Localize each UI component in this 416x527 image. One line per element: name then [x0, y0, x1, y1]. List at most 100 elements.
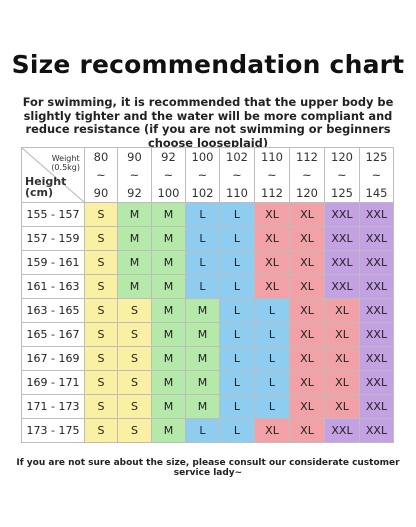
size-cell: XXL: [359, 418, 394, 443]
weight-range-header: 102 ~110: [219, 147, 255, 203]
size-cell: M: [117, 274, 152, 299]
weight-range-dash: ~: [232, 168, 242, 182]
weight-range-end: 112: [261, 186, 283, 200]
size-cell: XL: [289, 226, 325, 251]
weight-range-start: 102: [226, 150, 248, 164]
weight-range-end: 90: [93, 186, 109, 200]
size-cell: XL: [289, 298, 325, 323]
weight-range-end: 110: [226, 186, 248, 200]
size-cell: XXL: [324, 202, 360, 227]
page-title: Size recommendation chart: [11, 50, 405, 79]
size-cell: M: [151, 322, 186, 347]
size-cell: XL: [324, 346, 360, 371]
size-cell: L: [185, 226, 220, 251]
size-cell: M: [151, 274, 186, 299]
size-cell: XL: [254, 418, 290, 443]
size-cell: M: [185, 346, 220, 371]
height-range-cell: 167 - 169: [21, 346, 85, 371]
height-range-cell: 163 - 165: [21, 298, 85, 323]
size-cell: S: [84, 370, 118, 395]
weight-range-end: 92: [127, 186, 142, 200]
height-range-cell: 161 - 163: [21, 274, 85, 299]
size-cell: M: [185, 394, 220, 419]
size-cell: S: [84, 202, 118, 227]
table-row: 165 - 167 S S M M L L XL XL XXL: [21, 322, 394, 347]
size-cell: XL: [289, 202, 325, 227]
size-cell: S: [117, 370, 152, 395]
size-cell: M: [151, 226, 186, 251]
weight-range-header: 100 ~102: [185, 147, 220, 203]
size-cell: XXL: [324, 226, 360, 251]
size-cell: S: [84, 250, 118, 275]
size-cell: XL: [289, 274, 325, 299]
size-cell: S: [84, 298, 118, 323]
size-cell: S: [117, 394, 152, 419]
weight-unit: (0.5kg): [51, 163, 80, 172]
size-cell: M: [151, 394, 186, 419]
table-row: 173 - 175 S S M L L XL XL XXL XXL: [21, 418, 394, 443]
weight-range-end: 125: [331, 186, 353, 200]
table-row: 163 - 165 S S M M L L XL XL XXL: [21, 298, 394, 323]
size-cell: L: [185, 274, 220, 299]
weight-range-start: 120: [331, 150, 353, 164]
size-cell: L: [219, 370, 255, 395]
height-range-cell: 157 - 159: [21, 226, 85, 251]
height-label: Height: [25, 175, 67, 188]
size-cell: XL: [254, 274, 290, 299]
weight-range-header: 80 ~90: [84, 147, 118, 203]
size-cell: XXL: [359, 226, 394, 251]
recommendation-note: For swimming, it is recommended that the…: [22, 95, 394, 150]
height-range-cell: 155 - 157: [21, 202, 85, 227]
height-unit: (cm): [25, 186, 54, 199]
size-cell: S: [84, 322, 118, 347]
size-cell: S: [117, 346, 152, 371]
size-cell: XXL: [359, 394, 394, 419]
size-cell: XL: [324, 394, 360, 419]
size-cell: L: [219, 346, 255, 371]
weight-range-header: 92 ~100: [151, 147, 186, 203]
weight-range-end: 145: [365, 186, 388, 200]
size-cell: M: [185, 298, 220, 323]
size-cell: L: [219, 226, 255, 251]
weight-range-start: 100: [191, 150, 214, 164]
size-cell: L: [219, 298, 255, 323]
height-range-cell: 171 - 173: [21, 394, 85, 419]
size-cell: M: [151, 298, 186, 323]
size-cell: L: [254, 322, 290, 347]
weight-range-dash: ~: [371, 168, 382, 182]
size-cell: XL: [324, 322, 360, 347]
size-cell: XXL: [324, 250, 360, 275]
size-cell: M: [151, 250, 186, 275]
table-row: 155 - 157 S M M L L XL XL XXL XXL: [21, 202, 394, 227]
weight-range-dash: ~: [302, 168, 312, 182]
weight-range-dash: ~: [337, 168, 347, 182]
table-row: 157 - 159 S M M L L XL XL XXL XXL: [21, 226, 394, 251]
size-cell: XL: [254, 202, 290, 227]
size-cell: L: [219, 274, 255, 299]
size-cell: XXL: [359, 274, 394, 299]
size-cell: XL: [289, 250, 325, 275]
weight-range-dash: ~: [197, 168, 208, 182]
size-cell: S: [117, 418, 152, 443]
height-range-cell: 173 - 175: [21, 418, 85, 443]
size-cell: S: [84, 274, 118, 299]
size-cell: L: [219, 322, 255, 347]
weight-range-start: 110: [261, 150, 283, 164]
size-cell: XXL: [324, 274, 360, 299]
weight-range-header: 90 ~92: [117, 147, 152, 203]
weight-range-start: 80: [93, 150, 109, 164]
size-cell: L: [254, 394, 290, 419]
size-cell: XXL: [324, 418, 360, 443]
size-cell: XXL: [359, 298, 394, 323]
size-cell: XL: [289, 394, 325, 419]
weight-range-header: 110 ~112: [254, 147, 290, 203]
height-range-cell: 165 - 167: [21, 322, 85, 347]
size-cell: XL: [289, 322, 325, 347]
size-cell: L: [254, 346, 290, 371]
size-cell: M: [151, 418, 186, 443]
weight-range-end: 100: [157, 186, 180, 200]
size-cell: XXL: [359, 370, 394, 395]
size-cell: S: [84, 226, 118, 251]
size-chart-table: Weight (0.5kg) Height (cm) 80 ~90 90 ~92 92 ~100 1…: [21, 147, 394, 443]
weight-range-end: 120: [296, 186, 318, 200]
